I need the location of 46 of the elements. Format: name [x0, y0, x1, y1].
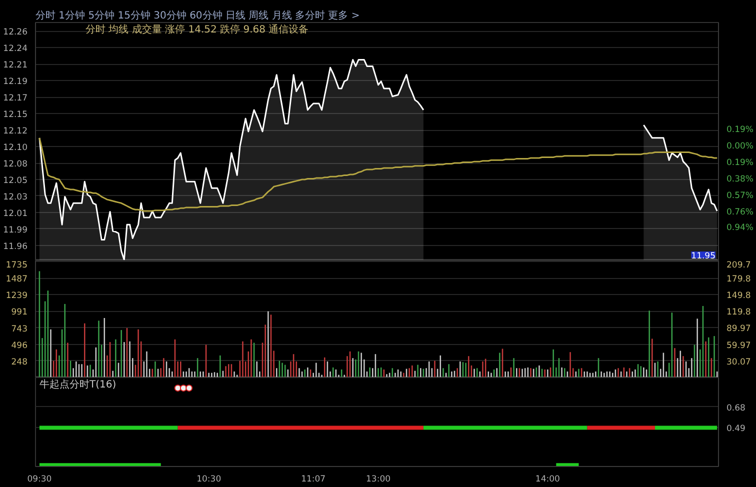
y2-tick-label: 0.19%	[726, 125, 754, 136]
y2-tick-label: 179.8	[726, 274, 751, 285]
y-tick-label: 12.17	[3, 94, 28, 104]
y-tick-label: 12.19	[3, 77, 28, 88]
y-tick-label: 12.15	[3, 110, 28, 120]
y-tick-label: 12.24	[3, 44, 28, 54]
y2-tick-label: 59.97	[726, 340, 751, 351]
y2-tick-label: 0.68	[726, 403, 746, 414]
x-tick-label: 11:07	[301, 474, 326, 484]
y2-tick-label: 209.7	[726, 260, 751, 270]
y-tick-label: 496	[11, 340, 28, 351]
x-tick-label: 13:00	[366, 474, 391, 484]
y-tick-label: 12.03	[3, 192, 28, 202]
y2-tick-label: 0.19%	[726, 158, 754, 168]
y2-tick-label: 0.57%	[726, 190, 754, 201]
y-tick-label: 12.08	[3, 160, 28, 170]
y-tick-label: 11.96	[3, 242, 28, 252]
y-tick-label: 12.05	[3, 176, 28, 186]
text: 分时 1分钟 5分钟 15分钟 30分钟 60分钟 日线 周线 月线 多分时 更多 >	[36, 10, 360, 22]
y2-tick-label: 30.07	[726, 357, 751, 368]
y2-tick-label: 89.97	[726, 324, 751, 334]
line-series	[38, 137, 718, 212]
y2-tick-label: 0.00%	[726, 142, 754, 152]
y-tick-label: 743	[11, 324, 28, 334]
y-tick-label: 248	[11, 357, 28, 368]
y2-tick-label: 0.38%	[726, 174, 754, 184]
y-tick-label: 12.10	[3, 143, 28, 154]
annotation: 分时 均线 成交量 涨停 14.52 跌停 9.68 通信设备	[86, 24, 309, 36]
y2-tick-label: 149.8	[726, 291, 751, 302]
y2-tick-label: 119.8	[726, 308, 751, 318]
y2-tick-label: 0.76%	[726, 207, 754, 218]
y-tick-label: 12.26	[3, 28, 28, 38]
chart-title: 牛起点分时T(16)	[40, 378, 116, 390]
y-tick-label: 1735	[6, 260, 28, 270]
y-tick-label: 12.01	[3, 208, 28, 219]
x-tick-label: 14:00	[535, 474, 560, 484]
x-tick-label: 09:30	[27, 474, 52, 484]
y-tick-label: 1239	[6, 291, 28, 302]
y2-tick-label: 0.94%	[726, 223, 754, 234]
y-tick-label: 12.21	[3, 60, 28, 71]
x-tick-label: 10:30	[196, 474, 222, 484]
y-tick-label: 991	[11, 308, 28, 318]
y-tick-label: 1487	[6, 274, 28, 285]
y-tick-label: 12.12	[3, 126, 28, 137]
y2-tick-label: 0.49	[726, 424, 746, 434]
y-tick-label: 11.99	[3, 225, 28, 236]
